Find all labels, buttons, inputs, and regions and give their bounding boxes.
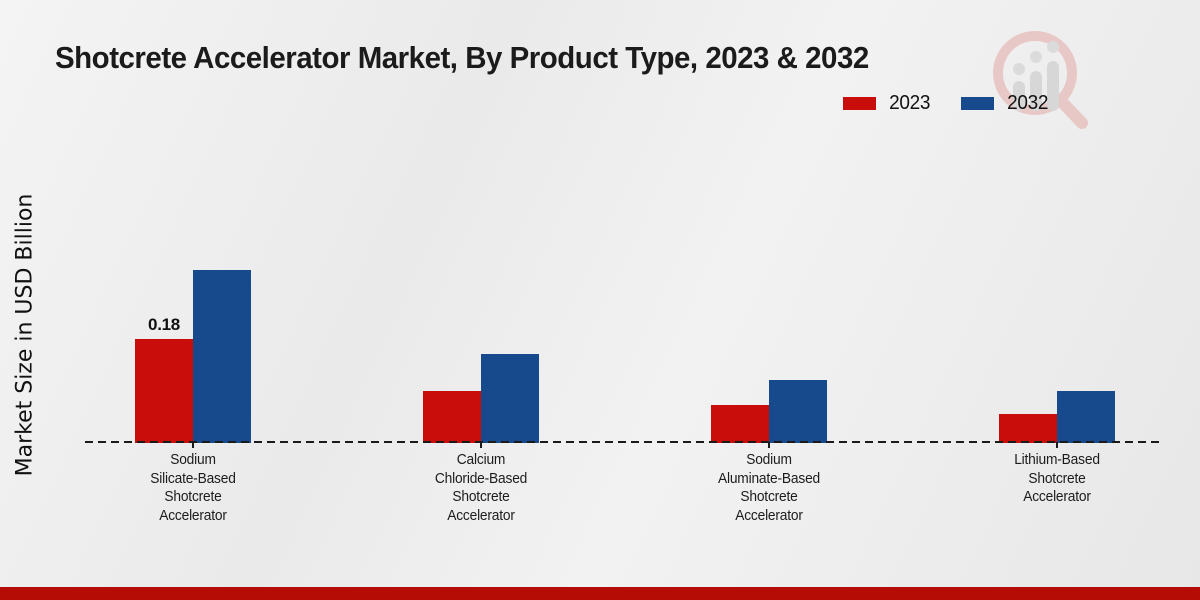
bar-2023-category-0	[135, 339, 193, 443]
x-axis-tick	[1056, 442, 1058, 448]
bar-2032-category-0	[193, 270, 251, 443]
bar-2032-category-2	[769, 380, 827, 443]
bar-2023-category-3	[999, 414, 1057, 443]
category-label-1: Calcium Chloride-Based Shotcrete Accelerato…	[434, 452, 528, 524]
legend-swatch-2032	[961, 97, 995, 110]
x-axis-baseline	[85, 441, 1163, 443]
x-axis-tick	[768, 442, 770, 448]
legend-item-2023: 2023	[843, 92, 931, 115]
category-label-2: Sodium Aluminate-Based Shotcrete Accelerato…	[717, 452, 821, 524]
legend-swatch-2023	[843, 97, 876, 110]
category-label-0: Sodium Silicate-Based Shotcrete Accelerator	[150, 452, 236, 524]
magnifier-bar-chart-logo-icon	[993, 31, 1088, 129]
legend-label: 2023	[889, 92, 931, 114]
bar-2023-category-2	[711, 405, 769, 443]
bar-2032-category-1	[481, 354, 539, 443]
bar-value-label: 0.18	[148, 315, 180, 334]
chart-title: Shotcrete Accelerator Market, By Product…	[55, 40, 869, 75]
category-label-3: Lithium-Based Shotcrete Accelerator	[1014, 452, 1100, 505]
x-axis-tick	[480, 442, 482, 448]
footer-strip	[0, 587, 1200, 600]
legend: 2023 2032	[843, 92, 1050, 115]
legend-item-2032: 2032	[961, 92, 1049, 115]
x-axis-tick	[192, 442, 194, 448]
bar-2032-category-3	[1057, 391, 1115, 443]
y-axis-label: Market Size in USD Billion	[12, 193, 38, 477]
bar-2023-category-1	[423, 391, 481, 443]
legend-label: 2032	[1007, 92, 1049, 114]
